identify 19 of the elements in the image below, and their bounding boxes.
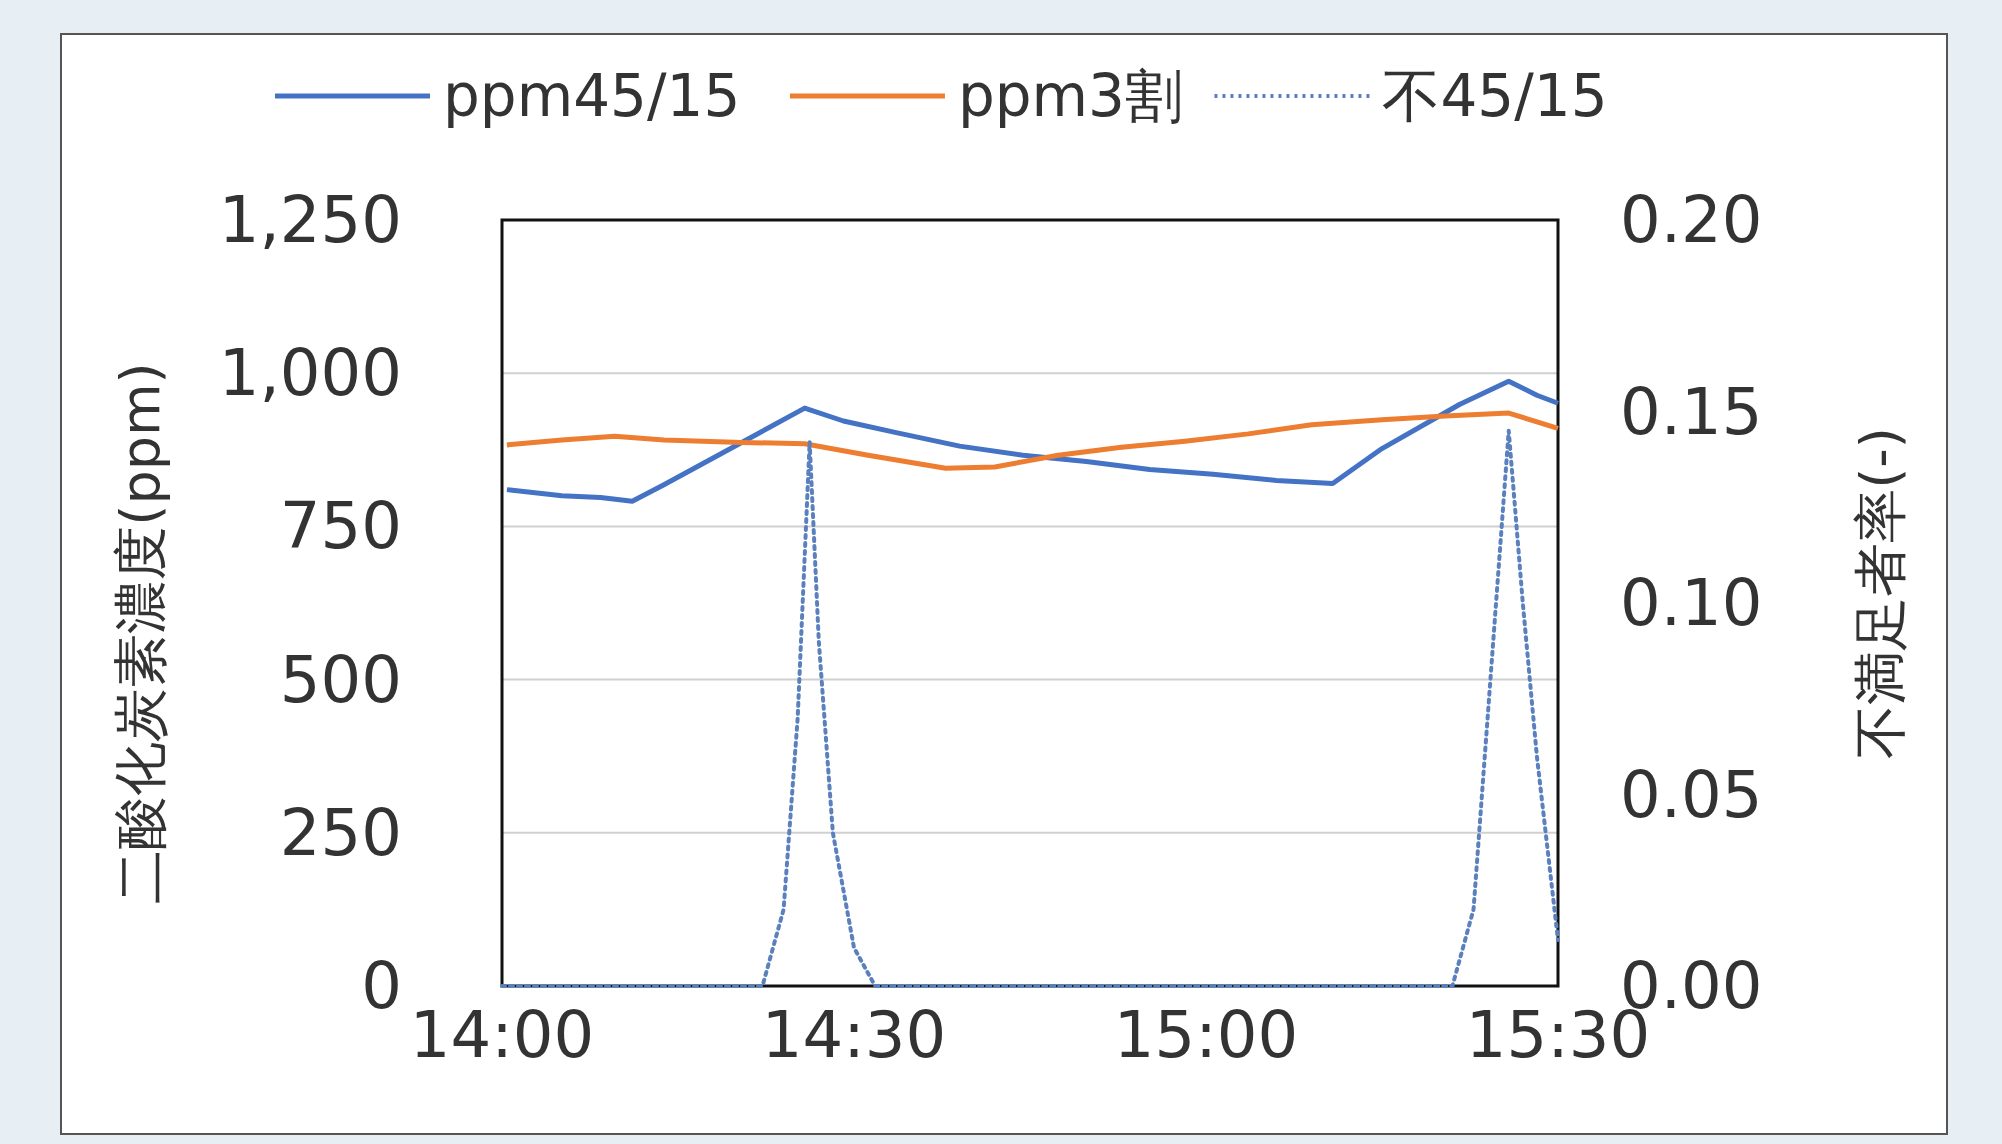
y-tick-label: 250 bbox=[279, 795, 402, 870]
x-tick-label: 14:00 bbox=[409, 998, 595, 1072]
line-series bbox=[500, 428, 1560, 988]
x-tick-label: 14:30 bbox=[761, 998, 947, 1072]
legend-label: ppm3割 bbox=[957, 62, 1184, 130]
x-tick-label: 15:00 bbox=[1113, 998, 1299, 1072]
y2-tick-label: 0.10 bbox=[1620, 566, 1763, 640]
y-axis-title: 二酸化炭素濃度(ppm) bbox=[108, 362, 172, 904]
y2-tick-label: 0.05 bbox=[1620, 757, 1763, 832]
y2-axis-title: 不満足者率(-) bbox=[1848, 427, 1912, 759]
legend-label: ppm45/15 bbox=[443, 62, 741, 130]
y-tick-label: 750 bbox=[279, 489, 402, 564]
legend-label: 不45/15 bbox=[1382, 62, 1608, 130]
y-tick-label: 1,250 bbox=[218, 183, 402, 257]
y-tick-label: 500 bbox=[279, 642, 402, 717]
y-tick-label: 0 bbox=[361, 949, 402, 1023]
y2-tick-label: 0.15 bbox=[1620, 374, 1763, 449]
y2-tick-label: 0.20 bbox=[1620, 183, 1763, 257]
y-tick-label: 1,000 bbox=[218, 336, 402, 411]
